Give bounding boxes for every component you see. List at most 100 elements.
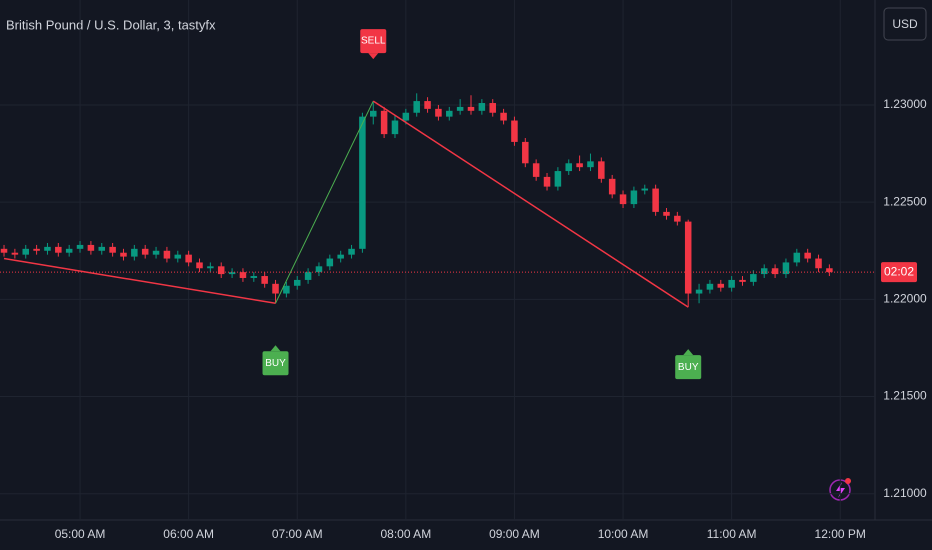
candle-body bbox=[684, 221, 692, 294]
candle-body bbox=[152, 250, 160, 255]
candle-body bbox=[500, 112, 507, 121]
zigzag-segment bbox=[275, 100, 374, 304]
candle-body bbox=[771, 268, 779, 275]
x-tick-label: 09:00 AM bbox=[489, 527, 540, 541]
candle-body bbox=[511, 120, 518, 142]
candle-body bbox=[293, 279, 301, 286]
candle-body bbox=[163, 250, 171, 259]
currency-label[interactable]: USD bbox=[892, 17, 918, 31]
y-tick-label: 1.23000 bbox=[883, 97, 927, 111]
candle-body bbox=[44, 246, 51, 251]
candle-body bbox=[739, 279, 746, 282]
candle-body bbox=[272, 283, 279, 294]
x-tick-label: 08:00 AM bbox=[380, 527, 431, 541]
candle-body bbox=[663, 211, 670, 216]
candle-body bbox=[98, 246, 106, 251]
candle-body bbox=[815, 258, 822, 269]
candle-body bbox=[370, 110, 377, 117]
candle-body bbox=[489, 103, 496, 113]
candle-body bbox=[348, 248, 355, 255]
signal-box bbox=[360, 29, 387, 54]
candle-body bbox=[543, 176, 551, 187]
candle-body bbox=[793, 252, 801, 263]
y-tick-label: 1.22000 bbox=[883, 292, 927, 306]
candle-body bbox=[261, 276, 268, 284]
candle-body bbox=[391, 120, 399, 135]
chart-title: British Pound / U.S. Dollar, 3, tastyfx bbox=[6, 17, 216, 32]
x-tick-label: 05:00 AM bbox=[55, 527, 106, 541]
candle-body bbox=[326, 258, 334, 267]
x-tick-label: 12:00 PM bbox=[815, 527, 866, 541]
candle-body bbox=[87, 244, 95, 251]
candle-body bbox=[76, 244, 84, 249]
signal-label: BUY bbox=[678, 362, 699, 373]
candle-body bbox=[185, 254, 192, 263]
candle-body bbox=[0, 248, 8, 253]
candle-body bbox=[728, 279, 735, 288]
candle-body bbox=[706, 283, 714, 290]
countdown-box bbox=[881, 262, 917, 283]
signal-label: BUY bbox=[265, 358, 286, 369]
candle-body bbox=[554, 171, 562, 187]
x-tick-label: 06:00 AM bbox=[163, 527, 214, 541]
candle-body bbox=[315, 266, 323, 273]
candle-body bbox=[446, 110, 453, 117]
candle-body bbox=[522, 141, 529, 164]
candle-body bbox=[587, 161, 594, 168]
zigzag-segment bbox=[3, 257, 276, 304]
countdown-label: 02:02 bbox=[884, 264, 914, 278]
currency-button[interactable] bbox=[883, 7, 927, 41]
candle-body bbox=[250, 276, 258, 278]
candle-body bbox=[760, 268, 768, 275]
candle-body bbox=[608, 178, 616, 195]
candle-body bbox=[11, 252, 19, 255]
candle-body bbox=[717, 283, 725, 288]
candle-body bbox=[782, 262, 790, 275]
candle-body bbox=[467, 106, 475, 111]
candle-body bbox=[826, 268, 833, 273]
candle-body bbox=[131, 248, 138, 257]
candle-body bbox=[304, 272, 312, 280]
y-tick-label: 1.21000 bbox=[883, 486, 927, 500]
candle-body bbox=[413, 101, 420, 113]
candle-body bbox=[402, 112, 410, 121]
signal-pointer bbox=[368, 53, 379, 60]
signal-label: SELL bbox=[361, 36, 386, 47]
candle-body bbox=[478, 103, 486, 111]
candle-body bbox=[674, 215, 681, 222]
candle-body bbox=[196, 262, 203, 269]
candle-body bbox=[435, 108, 442, 117]
candle-body bbox=[217, 266, 225, 275]
candle-body bbox=[380, 110, 388, 135]
x-tick-label: 11:00 AM bbox=[707, 527, 757, 541]
candle-body bbox=[652, 188, 659, 212]
candle-body bbox=[750, 274, 757, 282]
candle-body bbox=[283, 285, 290, 294]
candle-body bbox=[337, 254, 344, 259]
signal-box bbox=[675, 355, 702, 380]
zigzag-segment bbox=[372, 100, 689, 308]
candle-body bbox=[22, 248, 29, 255]
candle-body bbox=[619, 194, 627, 205]
candle-body bbox=[55, 246, 62, 253]
candle-body bbox=[456, 106, 464, 111]
candle-body bbox=[565, 163, 573, 172]
y-tick-label: 1.22500 bbox=[883, 194, 927, 208]
candle-body bbox=[228, 272, 236, 275]
y-tick-label: 1.21500 bbox=[883, 389, 927, 403]
x-tick-label: 10:00 AM bbox=[598, 527, 649, 541]
candle-body bbox=[695, 289, 703, 294]
candle-body bbox=[33, 248, 40, 251]
candle-body bbox=[65, 248, 73, 253]
candle-body bbox=[207, 266, 214, 269]
x-tick-label: 07:00 AM bbox=[272, 527, 323, 541]
candle-body bbox=[630, 190, 638, 205]
candle-body bbox=[109, 246, 116, 253]
candle-body bbox=[641, 188, 649, 191]
candle-body bbox=[424, 101, 431, 109]
candle-body bbox=[804, 252, 811, 259]
candle-body bbox=[239, 272, 247, 278]
